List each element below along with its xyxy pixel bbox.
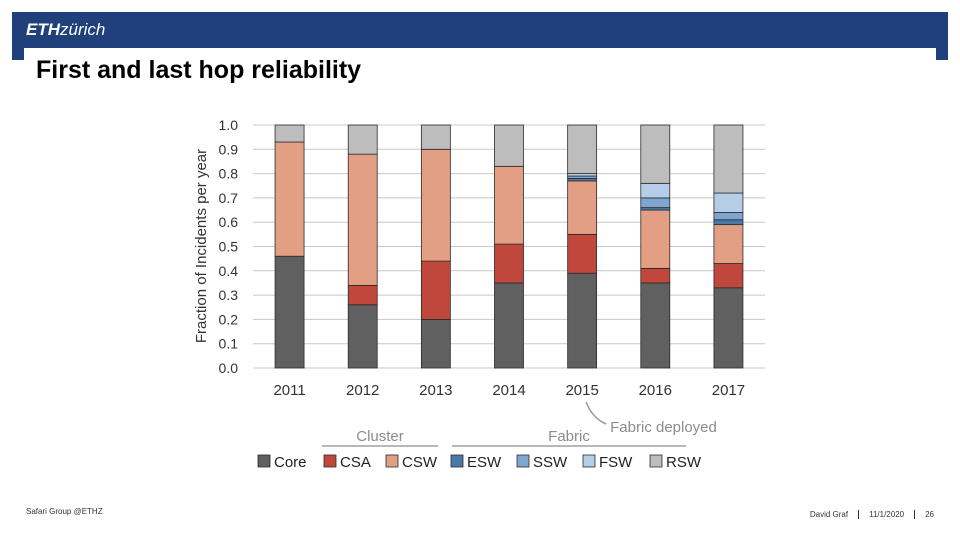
y-tick-label: 0.3: [219, 287, 239, 303]
footer-left: Safari Group @ETHZ: [26, 507, 103, 516]
legend-label-core: Core: [274, 454, 307, 471]
footer-right: David Graf 11/1/2020 26: [810, 510, 934, 519]
header-bar: ETHzürich: [12, 12, 948, 48]
y-tick-label: 0.5: [219, 239, 239, 255]
bar-segment-csa: [347, 284, 378, 306]
legend-swatch-core: [257, 454, 271, 468]
bar-segment-fsw: [640, 182, 671, 199]
annotation-arrow: [585, 401, 607, 425]
bar-segment-csa: [494, 243, 524, 284]
legend-group-label: Cluster: [356, 428, 404, 445]
y-tick-label: 0.8: [219, 166, 239, 182]
bar-segment-csa: [567, 233, 598, 274]
y-axis-label: Fraction of Incidents per year: [193, 149, 210, 343]
legend-swatch-ssw: [516, 454, 530, 468]
legend-swatch-csa: [323, 454, 337, 468]
x-tick-label: 2011: [273, 382, 305, 399]
legend-label-ssw: SSW: [533, 454, 568, 471]
legend-swatch-esw: [450, 454, 464, 468]
bar-segment-rsw: [274, 124, 305, 143]
bar-segment-rsw: [640, 124, 671, 184]
legend-swatch-rsw: [649, 454, 663, 468]
legend-label-rsw: RSW: [666, 454, 702, 471]
slide-title: First and last hop reliability: [36, 56, 362, 84]
x-tick-label: 2012: [346, 382, 379, 399]
x-tick-label: 2013: [419, 382, 452, 399]
legend-label-esw: ESW: [467, 454, 502, 471]
y-tick-label: 0.6: [219, 214, 239, 230]
header-corner-right: [936, 48, 948, 60]
bar-segment-core: [347, 304, 378, 369]
legend-label-csw: CSW: [402, 454, 438, 471]
bar-segment-rsw: [494, 124, 524, 167]
bar-segment-esw: [713, 219, 744, 226]
bar-segment-rsw: [420, 124, 451, 150]
y-tick-label: 0.7: [219, 190, 239, 206]
x-tick-label: 2015: [565, 382, 598, 399]
footer-presenter: David Graf: [809, 510, 849, 519]
bar-segment-rsw: [347, 124, 378, 155]
bar-segment-core: [420, 318, 451, 369]
y-tick-label: 0.4: [219, 263, 239, 279]
footer-separator: [914, 510, 916, 519]
legend-label-fsw: FSW: [599, 454, 633, 471]
x-tick-label: 2017: [712, 382, 745, 399]
bar-segment-csw: [274, 141, 305, 257]
y-tick-label: 1.0: [219, 117, 239, 133]
bar-segment-fsw: [713, 192, 744, 213]
bar-segment-core: [274, 255, 305, 369]
bar-segment-core: [567, 272, 598, 369]
x-tick-label: 2014: [492, 382, 525, 399]
y-tick-label: 0.0: [219, 360, 239, 376]
bar-segment-core: [713, 287, 744, 369]
y-tick-label: 0.2: [219, 311, 239, 327]
bar-segment-ssw: [713, 212, 744, 221]
footer-separator: [858, 510, 860, 519]
bar-segment-csa: [640, 267, 671, 284]
header-corner-left: [12, 48, 24, 60]
annotation-label: Fabric deployed: [610, 419, 717, 436]
bar-segment-csw: [567, 180, 598, 235]
bar-segment-core: [494, 282, 524, 369]
bar-segment-csa: [420, 260, 451, 320]
bar-segment-csw: [494, 165, 524, 245]
footer-page-number: 26: [925, 510, 934, 519]
bar-segment-csw: [347, 153, 378, 286]
bar-segment-csw: [640, 209, 671, 269]
legend-label-csa: CSA: [340, 454, 371, 471]
legend-swatch-csw: [385, 454, 399, 468]
x-tick-label: 2016: [639, 382, 672, 399]
bar-segment-csa: [713, 263, 744, 289]
bar-segment-core: [640, 282, 671, 369]
bar-segment-ssw: [640, 197, 671, 209]
legend-swatch-fsw: [582, 454, 596, 468]
legend-group-label: Fabric: [548, 428, 590, 445]
bar-segment-csw: [420, 148, 451, 262]
eth-logo: ETHzürich: [26, 20, 106, 39]
bar-segment-rsw: [567, 124, 598, 174]
y-tick-label: 0.9: [219, 141, 239, 157]
y-tick-label: 0.1: [219, 336, 239, 352]
bar-segment-csw: [713, 224, 744, 264]
bar-segment-rsw: [713, 124, 744, 194]
footer-date: 11/1/2020: [869, 510, 905, 519]
